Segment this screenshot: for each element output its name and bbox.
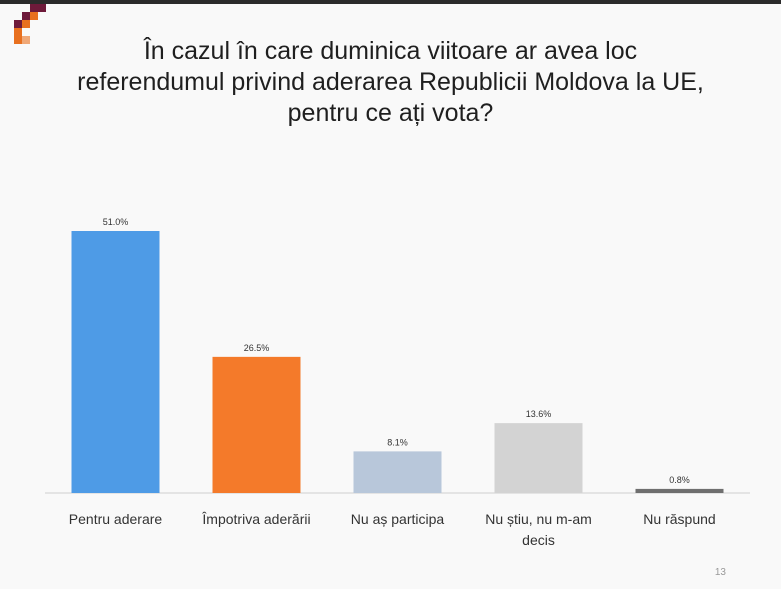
title-line: referendumul privind aderarea Republicii… [77, 68, 704, 96]
bar [212, 356, 301, 493]
bar [635, 488, 724, 493]
bar [494, 423, 583, 493]
brand-logo-icon [14, 4, 46, 44]
top-border [0, 0, 781, 4]
data-label: 13.6% [526, 409, 552, 419]
category-label: Nu știu, nu m-am [485, 511, 592, 527]
data-label: 8.1% [387, 437, 408, 447]
title-line: În cazul în care duminica viitoare ar av… [143, 37, 638, 65]
data-label: 26.5% [244, 343, 270, 353]
bar [353, 451, 442, 493]
category-label: Nu aș participa [351, 511, 445, 527]
title-line: pentru ce ați vota? [287, 99, 494, 127]
data-label: 51.0% [103, 217, 129, 227]
category-label: Pentru aderare [69, 511, 163, 527]
category-label: Împotriva aderării [201, 511, 310, 527]
bar [71, 231, 160, 493]
data-label: 0.8% [669, 475, 690, 485]
category-label: Nu răspund [643, 511, 715, 527]
slide-title: În cazul în care duminica viitoare ar av… [20, 36, 761, 129]
page-number: 13 [714, 567, 726, 578]
category-label: decis [522, 532, 555, 548]
